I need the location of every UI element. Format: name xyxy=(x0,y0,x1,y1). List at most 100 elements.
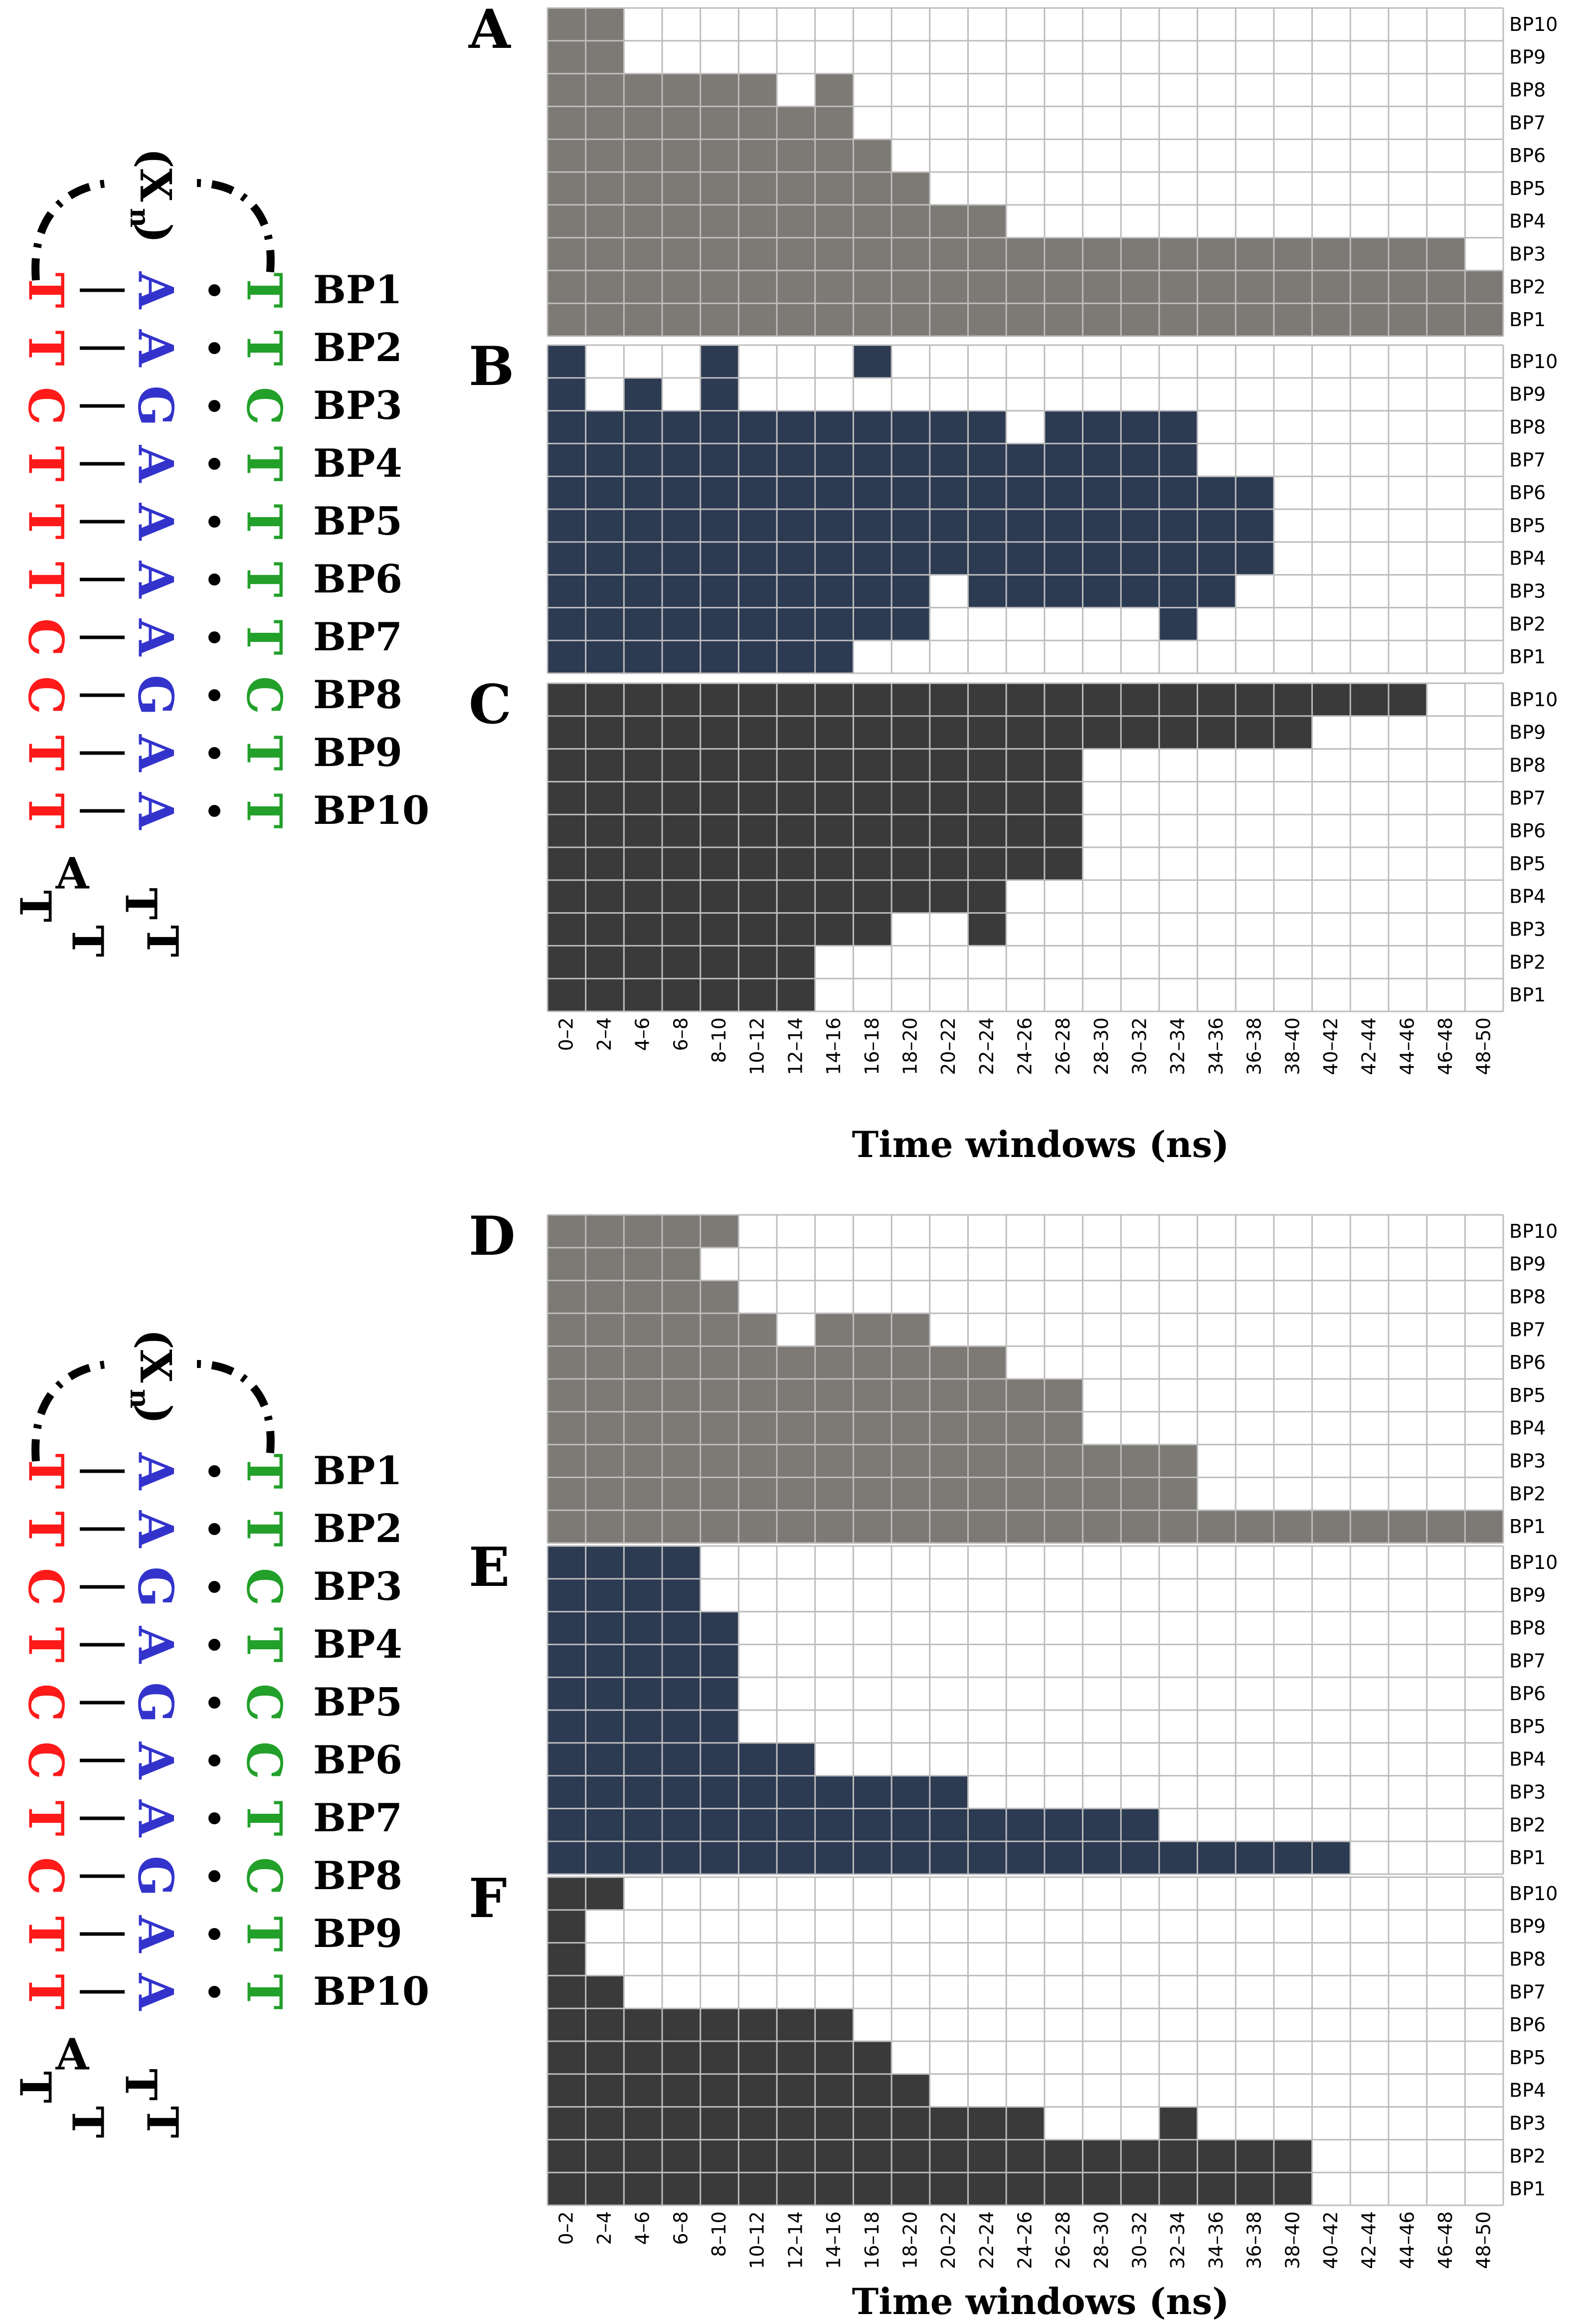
x-tick-label: 0–2 xyxy=(555,1017,577,1051)
cell-d-bp4-w13 xyxy=(1044,1411,1083,1445)
cell-c-bp7-w13 xyxy=(1044,781,1083,815)
cell-c-bp10-w13 xyxy=(1044,683,1083,716)
cell-c-bp10-w18 xyxy=(1236,683,1274,716)
cell-a-bp3-w19 xyxy=(1273,237,1312,271)
cell-f-bp2-w15 xyxy=(1121,2139,1159,2173)
cell-e-bp1-w9 xyxy=(891,1841,930,1874)
cell-b-bp2-w1 xyxy=(585,607,624,641)
x-tick-label: 32–34 xyxy=(1167,1017,1189,1075)
bp-name-label: BP1 xyxy=(313,1448,402,1494)
cell-b-bp6-w9 xyxy=(891,476,930,509)
cell-b-bp7-w15 xyxy=(1121,443,1159,477)
cell-e-bp9-w0 xyxy=(547,1578,586,1612)
cell-c-bp9-w4 xyxy=(700,716,739,749)
cell-c-bp9-w9 xyxy=(891,716,930,749)
row-label-bp4: BP4 xyxy=(1509,1748,1546,1770)
x-tick-label: 40–42 xyxy=(1320,2211,1342,2269)
row-label-bp8: BP8 xyxy=(1509,416,1546,438)
cell-a-bp4-w4 xyxy=(700,204,739,238)
cell-d-bp5-w2 xyxy=(624,1379,663,1412)
x-tick-label: 2–4 xyxy=(593,1017,615,1051)
cell-a-bp7-w3 xyxy=(662,106,701,140)
cell-c-bp5-w5 xyxy=(738,847,777,880)
row-label-bp6: BP6 xyxy=(1509,145,1546,167)
cell-f-bp2-w9 xyxy=(891,2139,930,2173)
cell-f-bp4-w9 xyxy=(891,2074,930,2107)
cell-f-bp1-w1 xyxy=(585,2172,624,2205)
cell-f-bp4-w8 xyxy=(853,2074,892,2107)
cell-e-bp4-w3 xyxy=(662,1743,701,1776)
cell-d-bp6-w2 xyxy=(624,1346,663,1379)
strand2-base: A xyxy=(128,503,184,541)
cell-c-bp8-w9 xyxy=(891,749,930,782)
cell-b-bp4-w12 xyxy=(1006,542,1045,575)
cell-a-bp3-w7 xyxy=(815,237,854,271)
cell-b-bp8-w3 xyxy=(662,410,701,444)
cell-d-bp7-w2 xyxy=(624,1313,663,1347)
cell-a-bp1-w21 xyxy=(1350,303,1389,336)
pair-dot xyxy=(208,1581,220,1593)
cell-a-bp1-w12 xyxy=(1006,303,1045,336)
cell-f-bp1-w13 xyxy=(1044,2172,1083,2205)
cell-d-bp3-w14 xyxy=(1082,1444,1121,1478)
row-label-bp3: BP3 xyxy=(1509,243,1546,265)
cell-c-bp3-w4 xyxy=(700,913,739,946)
cell-c-bp6-w10 xyxy=(929,814,968,847)
cell-d-bp7-w3 xyxy=(662,1313,701,1347)
row-label-bp7: BP7 xyxy=(1509,449,1546,471)
cell-a-bp1-w1 xyxy=(585,303,624,336)
cell-d-bp2-w0 xyxy=(547,1477,586,1511)
cell-c-bp10-w6 xyxy=(777,683,815,716)
row-label-bp10: BP10 xyxy=(1509,1551,1558,1573)
cell-b-bp2-w9 xyxy=(891,607,930,641)
cell-c-bp7-w3 xyxy=(662,781,701,815)
cell-c-bp9-w15 xyxy=(1121,716,1159,749)
cell-a-bp7-w7 xyxy=(815,106,854,140)
cell-e-bp9-w3 xyxy=(662,1578,701,1612)
cell-a-bp3-w11 xyxy=(968,237,1007,271)
strand2-base: A xyxy=(128,445,184,483)
cell-a-bp2-w8 xyxy=(853,270,892,304)
cell-e-bp6-w4 xyxy=(700,1677,739,1710)
row-label-bp5: BP5 xyxy=(1509,2047,1546,2069)
cell-c-bp10-w21 xyxy=(1350,683,1389,716)
panel-letter-b: B xyxy=(469,335,514,398)
cell-b-bp8-w13 xyxy=(1044,410,1083,444)
cell-f-bp10-w0 xyxy=(547,1877,586,1910)
cell-b-bp5-w1 xyxy=(585,509,624,542)
row-label-bp8: BP8 xyxy=(1509,755,1546,776)
cell-b-bp6-w12 xyxy=(1006,476,1045,509)
cell-d-bp5-w4 xyxy=(700,1379,739,1412)
cell-e-bp2-w2 xyxy=(624,1808,663,1842)
x-tick-label: 34–36 xyxy=(1205,2211,1227,2269)
cell-c-bp4-w11 xyxy=(968,880,1007,913)
bp-name-label: BP5 xyxy=(313,499,402,544)
x-tick-label: 32–34 xyxy=(1167,2211,1189,2269)
cell-b-bp1-w3 xyxy=(662,640,701,673)
cell-c-bp7-w9 xyxy=(891,781,930,815)
cell-a-bp3-w6 xyxy=(777,237,815,271)
cell-b-bp9-w4 xyxy=(700,378,739,411)
cell-b-bp3-w9 xyxy=(891,575,930,608)
cell-d-bp2-w14 xyxy=(1082,1477,1121,1511)
cell-d-bp1-w23 xyxy=(1426,1510,1465,1543)
strand3-base: T xyxy=(236,1511,293,1547)
pair-dot xyxy=(208,1812,220,1824)
cell-e-bp1-w2 xyxy=(624,1841,663,1874)
bp-name-label: BP6 xyxy=(313,557,402,602)
pair-dot xyxy=(208,1523,220,1535)
x-tick-label: 38–40 xyxy=(1281,1017,1303,1075)
heatmap-panels: BP10BP9BP8BP7BP6BP5BP4BP3BP2BP1ABP10BP9B… xyxy=(468,0,1558,2269)
cell-d-bp7-w0 xyxy=(547,1313,586,1347)
cell-b-bp3-w4 xyxy=(700,575,739,608)
cell-f-bp2-w6 xyxy=(777,2139,815,2173)
cell-f-bp1-w14 xyxy=(1082,2172,1121,2205)
cell-a-bp2-w11 xyxy=(968,270,1007,304)
cell-c-bp1-w1 xyxy=(585,978,624,1011)
turn-base: T xyxy=(10,890,60,922)
cell-c-bp10-w9 xyxy=(891,683,930,716)
cell-a-bp3-w8 xyxy=(853,237,892,271)
cell-b-bp8-w16 xyxy=(1159,410,1198,444)
strand1-base: T xyxy=(18,1800,74,1836)
